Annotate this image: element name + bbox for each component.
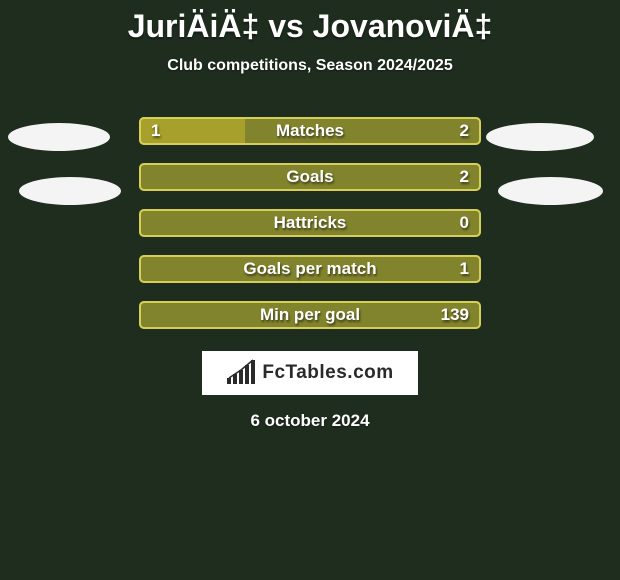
stat-bar: Goals2	[139, 163, 481, 191]
stat-bar: Min per goal139	[139, 301, 481, 329]
player-left-ellipse	[19, 177, 121, 205]
page-title: JuriÄiÄ‡ vs JovanoviÄ‡	[0, 0, 620, 45]
bar-chart-icon	[226, 358, 256, 389]
subtitle: Club competitions, Season 2024/2025	[0, 57, 620, 75]
stat-bar: Hattricks0	[139, 209, 481, 237]
player-right-ellipse	[498, 177, 603, 205]
bar-right-segment	[139, 255, 481, 283]
bar-left-segment	[139, 117, 245, 145]
player-left-ellipse	[8, 123, 110, 151]
bar-right-segment	[139, 209, 481, 237]
site-logo: FcTables.com	[202, 351, 418, 395]
stat-row: Min per goal139	[0, 301, 620, 329]
comparison-widget: JuriÄiÄ‡ vs JovanoviÄ‡ Club competitions…	[0, 0, 620, 580]
player-right-ellipse	[486, 123, 594, 151]
site-logo-text: FcTables.com	[262, 362, 393, 384]
bar-right-segment	[139, 163, 481, 191]
stat-bar: Goals per match1	[139, 255, 481, 283]
stat-row: Goals per match1	[0, 255, 620, 283]
bar-right-segment	[245, 117, 481, 145]
bar-right-segment	[139, 301, 481, 329]
stat-row: Hattricks0	[0, 209, 620, 237]
date-label: 6 october 2024	[0, 411, 620, 431]
stat-bar: Matches12	[139, 117, 481, 145]
